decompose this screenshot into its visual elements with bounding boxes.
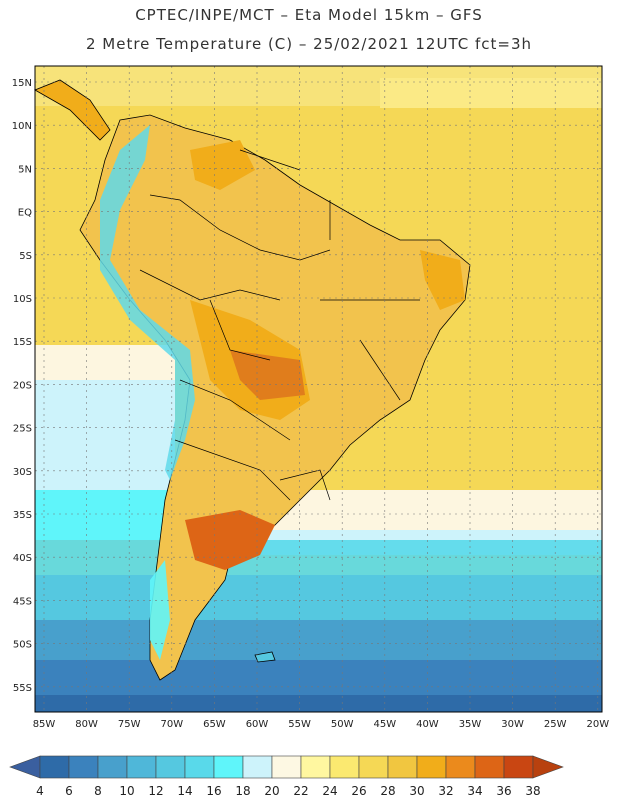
lat-label: 15N [12,78,32,89]
lon-label: 80W [75,719,98,730]
colorbar-box [97,755,128,779]
lat-label: 40S [13,553,32,564]
colorbar-label: 18 [235,784,250,798]
colorbar-label: 26 [351,784,366,798]
colorbar-label: 22 [293,784,308,798]
colorbar-box [184,755,215,779]
colorbar-label: 28 [380,784,395,798]
colorbar-label: 38 [525,784,540,798]
colorbar-label: 16 [206,784,221,798]
colorbar-box [300,755,331,779]
lon-label: 40W [416,719,439,730]
lat-label: 10S [13,294,32,305]
colorbar-label: 14 [177,784,192,798]
colorbar-box [416,755,447,779]
colorbar-box [242,755,273,779]
lat-label: EQ [18,208,32,219]
lon-label: 30W [501,719,524,730]
colorbar-box [358,755,389,779]
lat-label: 5S [19,251,32,262]
colorbar-box [68,755,99,779]
lon-label: 50W [331,719,354,730]
colorbar-box [39,755,70,779]
lat-label: 20S [13,380,32,391]
lon-label: 75W [118,719,141,730]
lon-label: 45W [373,719,396,730]
colorbar-label: 24 [322,784,337,798]
colorbar-label: 4 [36,784,44,798]
map-title-line2: 2 Metre Temperature (C) – 25/02/2021 12U… [85,35,533,53]
longitude-labels: 85W 80W 75W 70W 65W 60W 55W 50W 45W 40W 35W 30W 25W 2… [33,719,610,730]
colorbar-box [503,755,534,779]
country-borders [139,149,420,501]
colorbar-box [155,755,186,779]
map-gridlines [35,66,602,712]
lat-label: 30S [13,467,32,478]
colorbar-label: 20 [264,784,279,798]
colorbar-boxes [9,755,564,779]
colorbar-label: 30 [409,784,424,798]
colorbar-box [445,755,476,779]
colorbar-label: 10 [119,784,134,798]
colorbar-box [474,755,505,779]
map-title-line1: CPTEC/INPE/MCT – Eta Model 15km – GFS [135,6,483,24]
lon-label: 85W [33,719,56,730]
colorbar-box [387,755,418,779]
lon-label: 20W [586,719,609,730]
colorbar-box [213,755,244,779]
map-frame [34,65,603,713]
colorbar-labels: 4 6 8 10 12 14 16 18 20 22 24 26 28 30 32 34 36 38 [36,784,540,798]
lat-label: 50S [13,640,32,651]
lat-label: 55S [13,683,32,694]
lon-label: 35W [459,719,482,730]
colorbar-box [329,755,360,779]
colorbar-label: 32 [438,784,453,798]
colorbar-label: 8 [94,784,102,798]
lat-label: 35S [13,510,32,521]
lat-label: 45S [13,596,32,607]
colorbar-label: 34 [467,784,482,798]
colorbar-label: 36 [496,784,511,798]
ocean-field [35,66,602,712]
lon-label: 70W [160,719,183,730]
colorbar-label: 6 [65,784,73,798]
lat-label: 25S [13,424,32,435]
latitude-labels: 15N 10N 5N EQ 5S 10S 15S 20S 25S 30S 35S 40S 45S 50S 5… [12,78,32,694]
lat-label: 5N [18,164,32,175]
colorbar-box [126,755,157,779]
lon-label: 55W [288,719,311,730]
lon-label: 25W [544,719,567,730]
south-america-land [34,79,471,681]
lon-label: 65W [203,719,226,730]
colorbar-label: 12 [148,784,163,798]
lat-label: 15S [13,337,32,348]
colorbar-under-arrow [9,755,41,779]
lat-label: 10N [12,121,32,132]
colorbar-box [271,755,302,779]
colorbar-over-arrow [532,755,564,779]
lon-label: 60W [246,719,269,730]
